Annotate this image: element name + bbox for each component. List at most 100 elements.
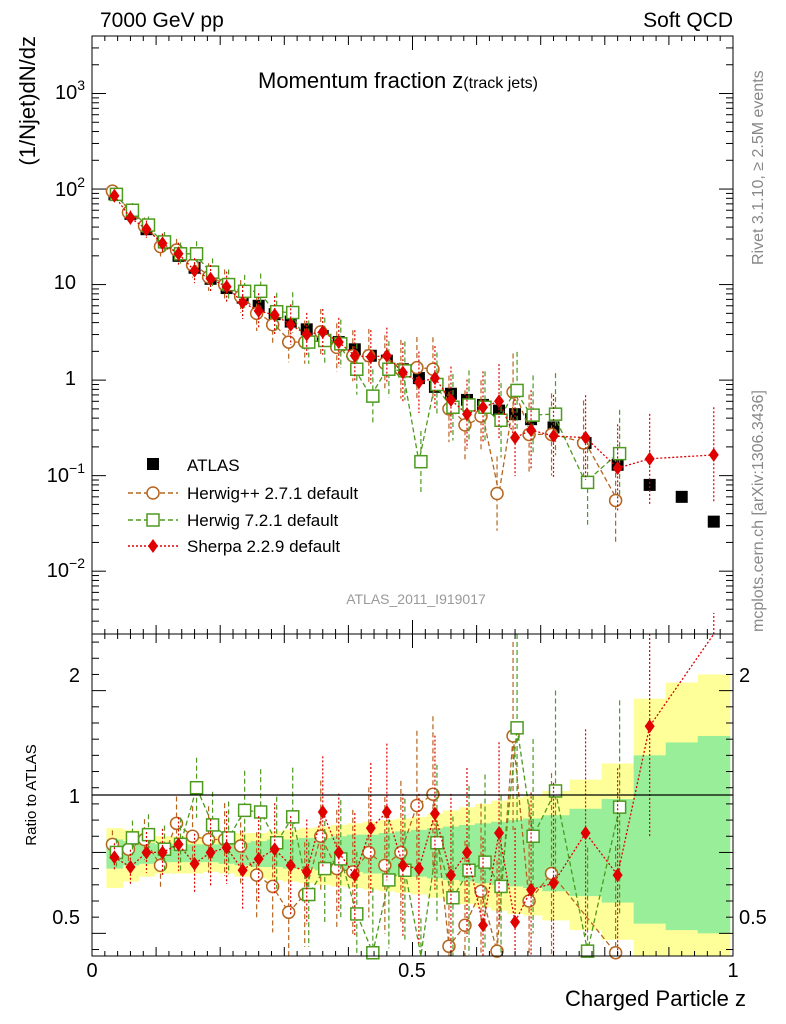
ratio-point-sherpa-10 [269,842,280,857]
ratio-point-sherpa-8 [237,863,248,878]
main-point-sherpa-0 [109,188,120,203]
ratio-point-herwig7-22 [462,863,476,877]
legend: ATLAS Herwig++ 2.7.1 default Herwig 7.2.… [128,456,358,556]
axis-ticks [91,35,734,956]
main-point-sherpa-10 [269,308,280,323]
main-point-herwig7-11 [285,305,300,320]
legend-marker-herwig7 [146,513,160,527]
rivet-version-label: Rivet 3.1.10, ≥ 2.5M events [750,70,767,265]
main-point-sherpa-32 [708,447,719,462]
ratio-point-sherpa-20 [429,806,440,821]
ratio-y-tick-label-2: 2 [69,665,80,687]
ratio-point-herwig7-7 [221,831,236,845]
legend-marker-sherpa [148,539,158,553]
ratio-point-herwig7-27 [548,784,563,798]
main-point-herwig7-24 [494,413,508,428]
ratio-point-herwig7-29 [612,800,627,814]
main-point-herwigpp-19 [410,360,424,375]
main-point-herwig7-19 [414,454,428,469]
y-tick-label-1000: 103 [55,77,85,104]
ratio-series-sherpa [109,612,715,956]
main-point-herwig7-16 [366,389,380,403]
ratio-point-herwigpp-8 [233,839,248,853]
main-point-sherpa-13 [317,324,328,339]
band-inner-bin-30 [633,755,667,924]
ratio-point-sherpa-6 [205,845,216,860]
mcplots-reference-label: mcplots.cern.ch [arXiv:1306.3436] [750,390,767,632]
y-tick-label-0.01: 10−2 [47,555,85,582]
ratio-point-herwigpp-29 [608,946,623,960]
band-inner-bin-31 [665,742,699,931]
main-point-sherpa-21 [445,392,456,407]
ratio-point-herwigpp-3 [153,858,168,873]
main-point-sherpa-2 [141,222,152,237]
y-tick-label-10: 10 [54,272,76,294]
ratio-point-sherpa-5 [189,856,200,871]
ratio-y-tick-label-0.5: 0.5 [52,907,80,929]
ratio-y-tick-label-2-right: 2 [739,665,750,687]
y-tick-label-0.1: 10−1 [47,460,85,487]
ratio-point-herwigpp-4 [169,816,184,831]
main-point-sherpa-8 [237,295,248,310]
ratio-point-herwig7-9 [253,805,268,819]
main-point-sherpa-3 [157,236,168,251]
ratio-point-herwigpp-6 [201,832,216,847]
legend-label-sherpa: Sherpa 2.2.9 default [187,537,340,556]
x-tick-label-0.5: 0.5 [398,960,426,982]
y-tick-label-1: 1 [65,368,76,390]
band-inner-bin-21 [442,826,460,880]
ratio-y-tick-label-0.5-right: 0.5 [739,907,767,929]
legend-label-atlas: ATLAS [187,456,240,475]
main-point-sherpa-16 [365,349,376,364]
ratio-point-sherpa-25 [510,915,521,930]
main-point-sherpa-22 [461,407,472,422]
header-left-label: 7000 GeV pp [100,9,224,32]
ratio-point-herwig7-1 [125,831,140,845]
main-point-sherpa-28 [580,430,591,445]
main-point-sherpa-25 [510,430,521,445]
ratio-panel-series [105,612,715,960]
ratio-point-herwigpp-5 [185,829,200,844]
legend-marker-atlas [147,458,159,470]
y-tick-label-100: 102 [55,174,85,201]
ratio-point-sherpa-4 [173,837,184,852]
ratio-point-sherpa-21 [445,868,456,883]
ratio-point-herwigpp-22 [458,918,472,933]
x-tick-label-0: 0 [86,960,97,982]
header-right-label: Soft QCD [643,9,733,32]
ratio-point-sherpa-1 [125,860,136,875]
ratio-point-herwigpp-21 [442,939,456,954]
main-point-sherpa-30 [644,451,655,466]
main-point-sherpa-27 [548,429,559,444]
main-point-sherpa-4 [173,246,184,261]
main-point-herwig7-8 [237,284,252,299]
main-point-herwig7-22 [462,398,476,412]
ratio-point-sherpa-30 [644,719,655,734]
main-point-herwig7-17 [382,362,396,376]
ratio-point-sherpa-15 [349,868,360,883]
ratio-point-herwig7-13 [318,861,332,876]
ratio-point-herwigpp-16 [362,845,376,860]
main-point-sherpa-24 [494,394,505,409]
main-point-herwigpp-22 [458,418,472,432]
ratio-point-herwigpp-9 [249,868,264,882]
ratio-point-sherpa-16 [365,821,376,836]
ratio-point-herwigpp-17 [378,858,392,873]
ratio-point-sherpa-22 [461,845,472,860]
main-point-sherpa-15 [349,348,360,363]
ratio-point-herwigpp-13 [314,829,328,844]
ratio-point-sherpa-12 [301,864,312,879]
ratio-point-sherpa-7 [221,840,232,855]
x-axis-title: Charged Particle z [565,986,746,1011]
legend-marker-herwigpp [146,486,160,500]
ratio-point-herwigpp-10 [265,879,280,894]
main-point-sherpa-23 [478,400,489,415]
ratio-point-sherpa-19 [413,861,424,876]
main-point-herwig7-27 [548,407,563,421]
band-inner-bin-32 [697,735,731,934]
x-tick-label-1: 1 [727,960,738,982]
ratio-point-sherpa-13 [317,804,328,819]
ratio-point-herwigpp-19 [410,798,424,813]
main-point-herwig7-26 [526,408,540,422]
